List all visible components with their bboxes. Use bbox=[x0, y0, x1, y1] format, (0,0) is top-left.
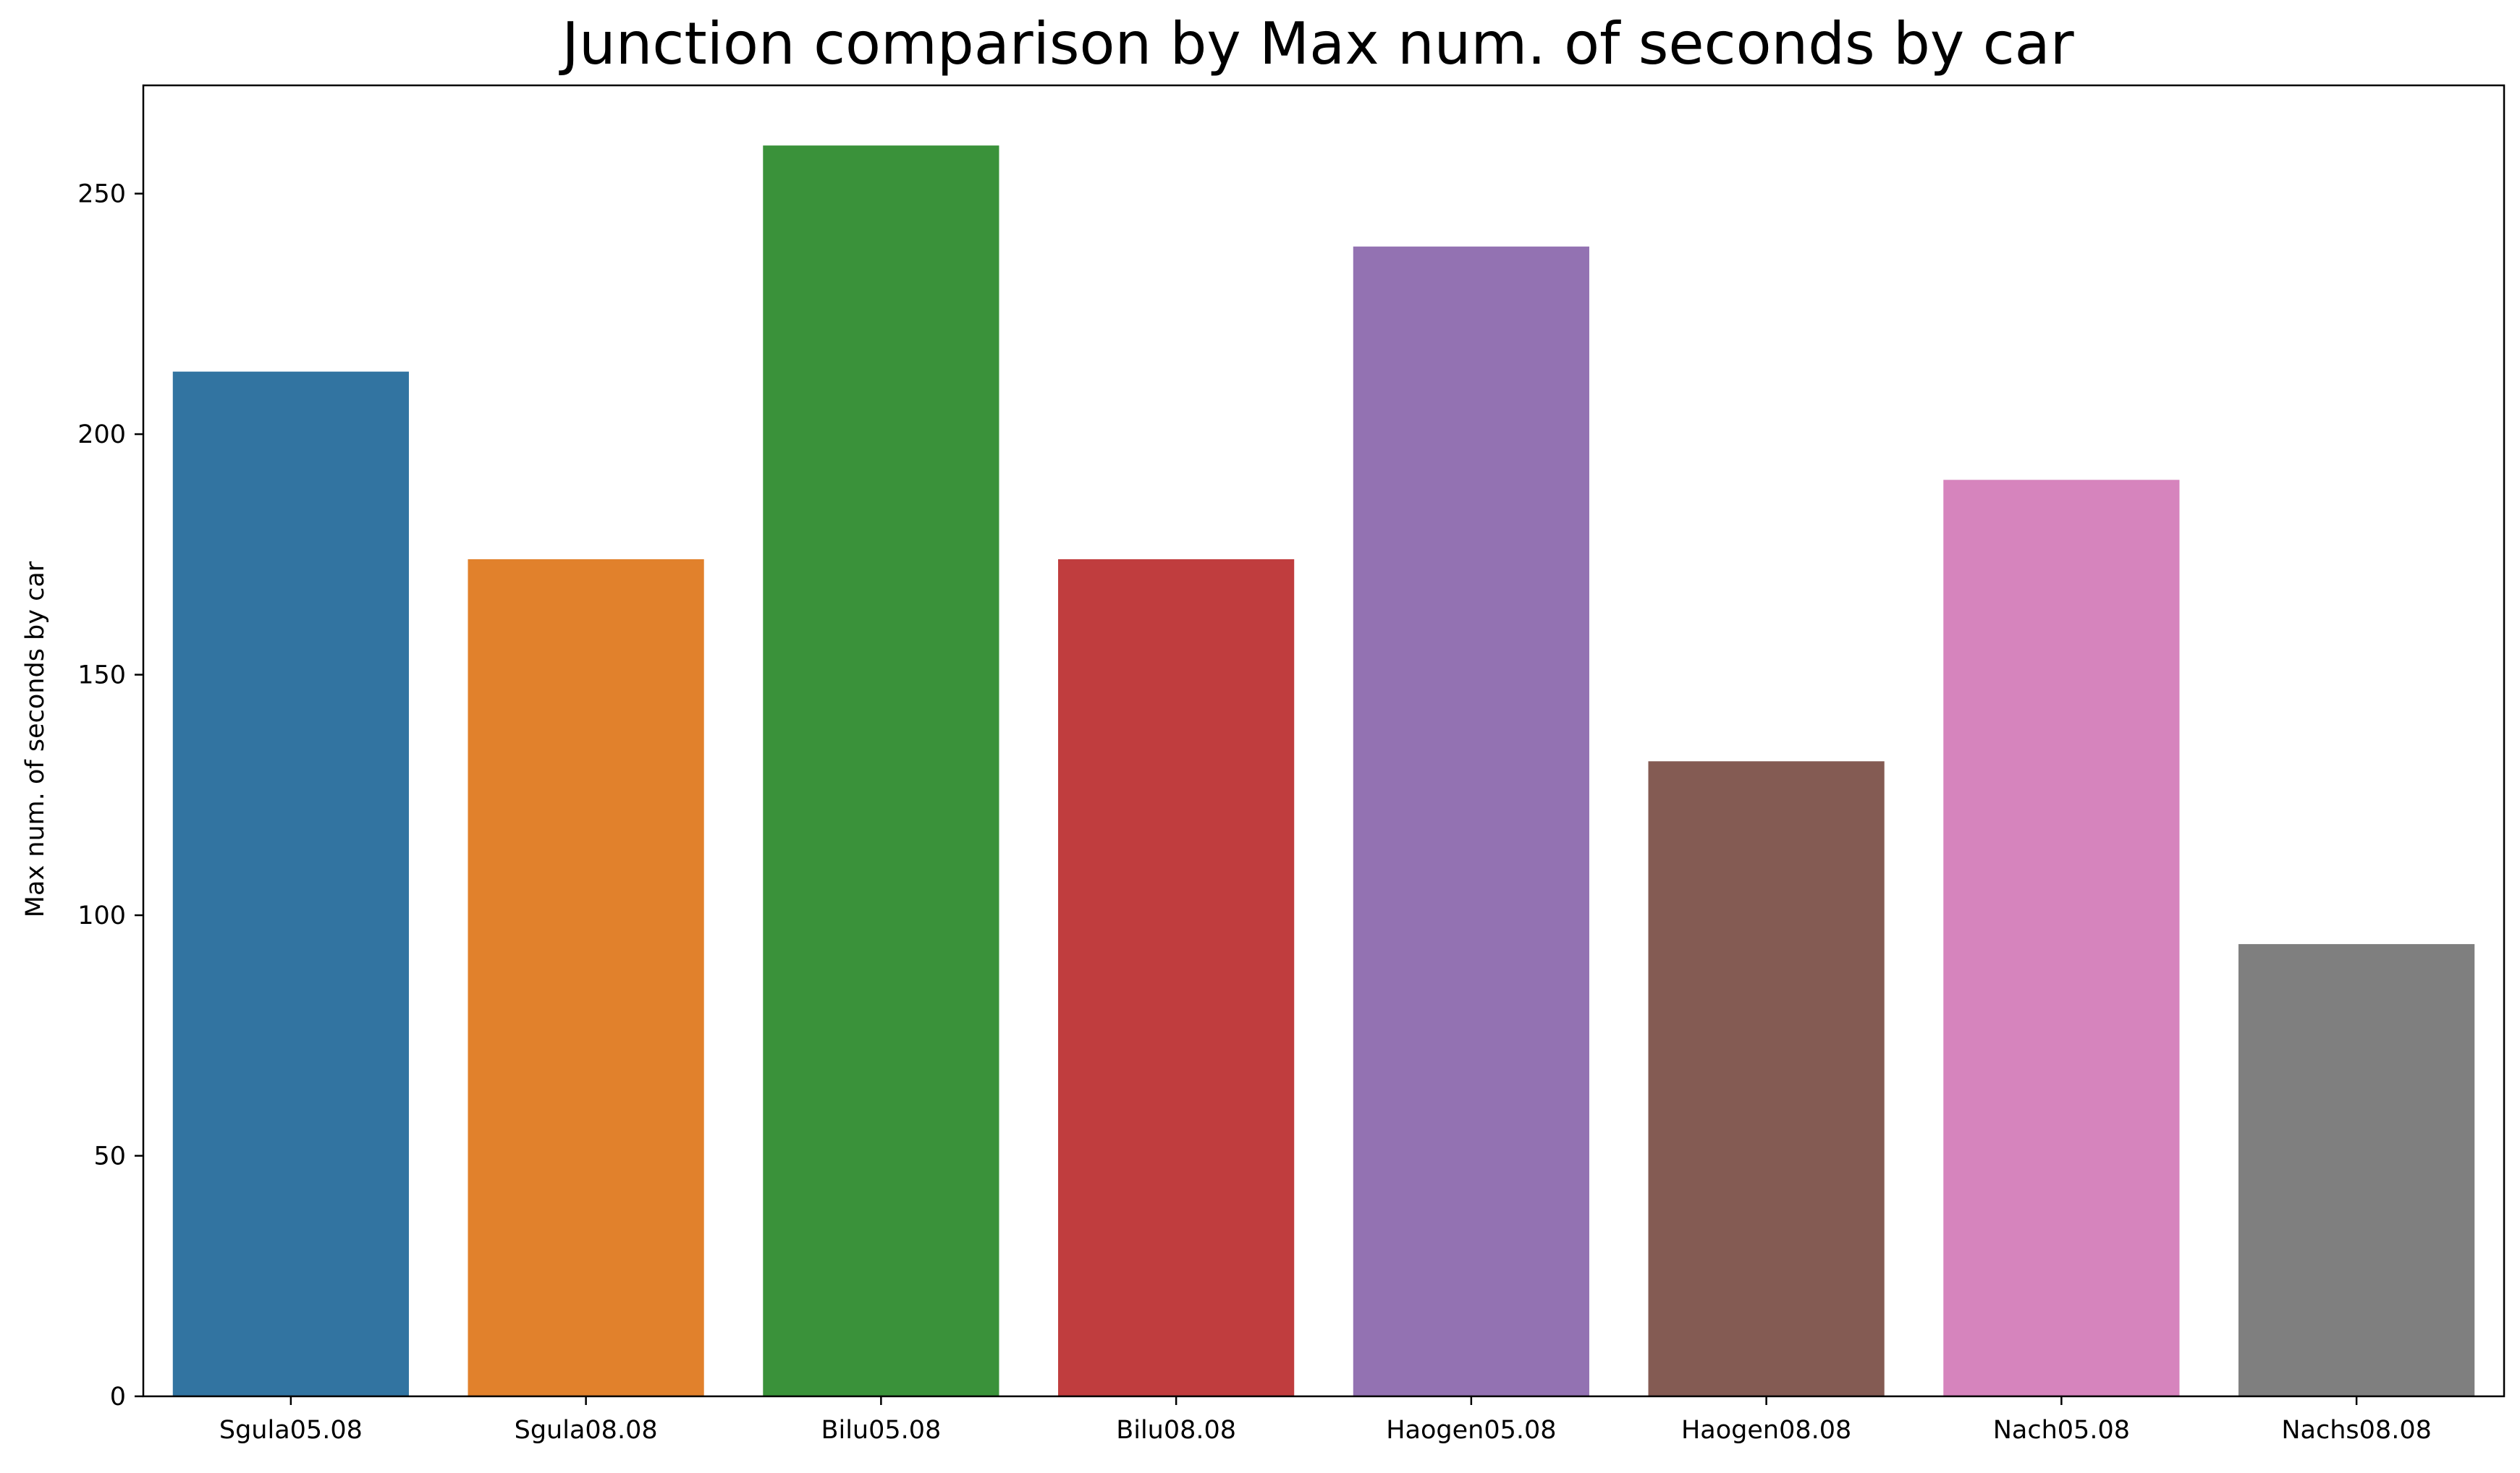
chart-title: Junction comparison by Max num. of secon… bbox=[558, 10, 2073, 77]
bar-sgula05-08 bbox=[172, 371, 409, 1396]
y-tick-label: 200 bbox=[77, 420, 126, 449]
y-tick-label: 50 bbox=[93, 1142, 126, 1171]
y-tick-label: 250 bbox=[77, 180, 126, 209]
x-tick-label: Sgula08.08 bbox=[515, 1416, 658, 1445]
y-tick-label: 100 bbox=[77, 901, 126, 930]
y-tick-label: 0 bbox=[110, 1383, 126, 1412]
bar-nachs08-08 bbox=[2238, 943, 2475, 1396]
bar-haogen05-08 bbox=[1353, 246, 1589, 1396]
x-tick-label: Bilu08.08 bbox=[1116, 1416, 1236, 1445]
x-tick-label: Sgula05.08 bbox=[219, 1416, 363, 1445]
plot-frame bbox=[142, 84, 2506, 1398]
y-axis-label: Max num. of seconds by car bbox=[21, 561, 50, 917]
bar-bilu05-08 bbox=[763, 145, 999, 1396]
bar-bilu08-08 bbox=[1058, 559, 1295, 1397]
bar-haogen08-08 bbox=[1648, 761, 1885, 1396]
bar-nach05-08 bbox=[1943, 480, 2180, 1396]
bars-group bbox=[172, 145, 2475, 1397]
x-tick-label: Nachs08.08 bbox=[2281, 1416, 2432, 1445]
x-axis-ticks: Sgula05.08 Sgula08.08 Bilu05.08 Bilu08.08 Ha… bbox=[219, 1396, 2432, 1445]
x-tick-label: Nach05.08 bbox=[1993, 1416, 2130, 1445]
y-axis-ticks: 0 50 100 150 200 250 bbox=[77, 180, 143, 1412]
y-tick-label: 150 bbox=[77, 661, 126, 690]
x-tick-label: Haogen08.08 bbox=[1681, 1416, 1851, 1445]
x-tick-label: Bilu05.08 bbox=[821, 1416, 941, 1445]
bar-sgula08-08 bbox=[468, 559, 704, 1397]
x-tick-label: Haogen05.08 bbox=[1386, 1416, 1556, 1445]
